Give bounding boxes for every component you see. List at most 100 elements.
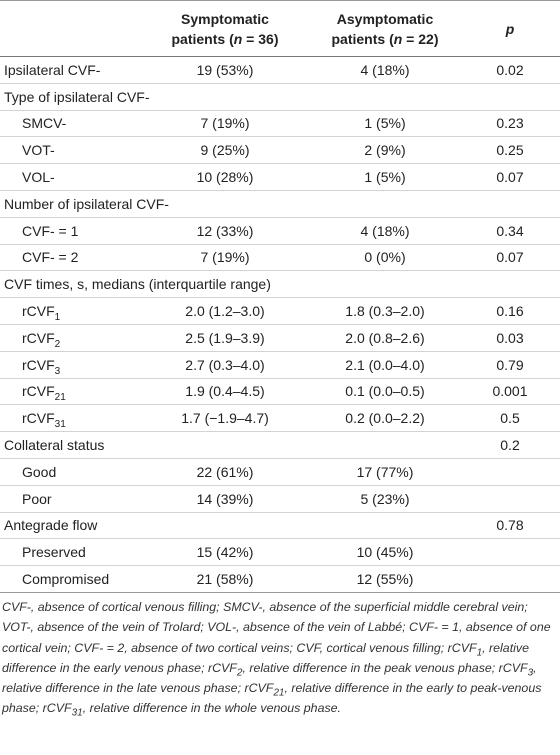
cell: 17 (77%): [310, 458, 460, 486]
cell: [310, 190, 460, 218]
cell: 0.02: [460, 56, 560, 84]
row-label: Type of ipsilateral CVF-: [0, 83, 150, 111]
cell: 2.5 (1.9–3.9): [140, 324, 310, 352]
table-row: VOT- 9 (25%) 2 (9%) 0.25: [0, 136, 560, 165]
cell: [460, 83, 560, 111]
cell: 0.001: [460, 378, 560, 406]
cell: [460, 458, 560, 486]
text: patients (: [171, 30, 234, 47]
text: rCVF: [22, 303, 55, 320]
table-row: Number of ipsilateral CVF-: [0, 190, 560, 218]
table-row: CVF- = 2 7 (19%) 0 (0%) 0.07: [0, 244, 560, 272]
table-row: Compromised 21 (58%) 12 (55%): [0, 565, 560, 593]
text: Good: [22, 463, 57, 480]
text: rCVF: [22, 356, 55, 373]
row-label: rCVF21: [0, 378, 140, 406]
table-row: Preserved 15 (42%) 10 (45%): [0, 538, 560, 567]
cell: 7 (19%): [140, 244, 310, 272]
cell: 0.25: [460, 136, 560, 165]
text: CVF times, s, medians (interquartile ran…: [4, 276, 271, 293]
cell: 1.9 (0.4–4.5): [140, 378, 310, 406]
row-label: SMCV-: [0, 110, 140, 138]
cell: 4 (18%): [310, 56, 460, 84]
subscript: 2: [236, 667, 243, 679]
table-row: Type of ipsilateral CVF-: [0, 83, 560, 111]
table-row: rCVF21 1.9 (0.4–4.5) 0.1 (0.0–0.5) 0.001: [0, 378, 560, 406]
column-header: [0, 0, 140, 57]
cell: 0.07: [460, 163, 560, 191]
text: Symptomatic: [181, 10, 269, 27]
text: rCVF: [22, 383, 55, 400]
table-row: VOL- 10 (28%) 1 (5%) 0.07: [0, 163, 560, 191]
row-label: CVF times, s, medians (interquartile ran…: [0, 270, 271, 299]
cell: 0.16: [460, 297, 560, 325]
cell: 2.0 (1.2–3.0): [140, 297, 310, 325]
cell: 10 (28%): [140, 163, 310, 191]
text: patients (: [331, 30, 394, 47]
cell: [460, 270, 560, 299]
text: SMCV-: [22, 115, 67, 132]
cell: [310, 270, 460, 299]
table-row: Poor 14 (39%) 5 (23%): [0, 485, 560, 513]
cell: [140, 83, 310, 111]
cell: [460, 190, 560, 218]
text: , relative difference in the whole venou…: [82, 701, 341, 716]
text: Preserved: [22, 544, 86, 561]
text: = 36): [242, 30, 279, 47]
subscript: 21: [54, 392, 66, 404]
text: , relative difference in the peak venous…: [242, 660, 528, 675]
table-body: Ipsilateral CVF- 19 (53%) 4 (18%) 0.02 Type …: [0, 56, 560, 593]
subscript: 31: [71, 707, 83, 719]
cell: 0.78: [460, 512, 560, 540]
subscript: 1: [476, 647, 483, 658]
row-label: rCVF1: [0, 297, 140, 325]
cell: 12 (33%): [140, 217, 310, 245]
text: Collateral status: [4, 437, 105, 454]
text: = 22): [402, 30, 439, 47]
column-header: p: [460, 0, 560, 57]
cell: 0.07: [460, 244, 560, 272]
text: Type of ipsilateral CVF-: [4, 88, 150, 105]
table-row: Antegrade flow 0.78: [0, 512, 560, 540]
cell: [460, 565, 560, 593]
cell: 0.79: [460, 351, 560, 379]
subscript: 1: [54, 311, 61, 323]
text: , relative difference in the late venous…: [2, 660, 537, 696]
cell: 4 (18%): [310, 217, 460, 245]
cell: 0.2 (0.0–2.2): [310, 404, 460, 433]
table-row: SMCV- 7 (19%) 1 (5%) 0.23: [0, 110, 560, 138]
cell: 19 (53%): [140, 56, 310, 84]
cell: [140, 512, 310, 540]
footnote: CVF-, absence of cortical venous filling…: [0, 593, 560, 719]
text: Compromised: [22, 571, 110, 588]
text: VOT-: [22, 142, 55, 159]
cell: 2.0 (0.8–2.6): [310, 324, 460, 352]
text: Poor: [22, 490, 52, 507]
table-row: Collateral status 0.2: [0, 431, 560, 459]
table-row: Good 22 (61%) 17 (77%): [0, 458, 560, 486]
italic-text: p: [505, 20, 515, 37]
cell: 1 (5%): [310, 163, 460, 191]
text: rCVF: [22, 329, 55, 346]
cell: 14 (39%): [140, 485, 310, 513]
text: Ipsilateral CVF-: [4, 61, 101, 78]
cell: 0.03: [460, 324, 560, 352]
row-label: VOL-: [0, 163, 140, 191]
subscript: 2: [54, 338, 61, 350]
row-label: Number of ipsilateral CVF-: [0, 190, 169, 218]
row-label: Preserved: [0, 538, 140, 567]
italic-text: n: [393, 30, 403, 47]
subscript: 31: [54, 419, 66, 431]
table-row: rCVF2 2.5 (1.9–3.9) 2.0 (0.8–2.6) 0.03: [0, 324, 560, 352]
cell: 2.1 (0.0–4.0): [310, 351, 460, 379]
column-header: Symptomatic patients (n = 36): [140, 0, 310, 57]
row-label: rCVF3: [0, 351, 140, 379]
cell: [310, 512, 460, 540]
text: rCVF: [22, 410, 55, 427]
cell: [310, 431, 460, 459]
table-row: CVF- = 1 12 (33%) 4 (18%) 0.34: [0, 217, 560, 245]
header-row: Symptomatic patients (n = 36) Asymptomatic…: [0, 0, 560, 57]
cell: 21 (58%): [140, 565, 310, 593]
cell: [140, 190, 310, 218]
